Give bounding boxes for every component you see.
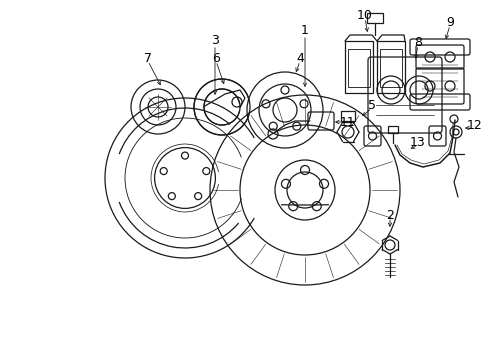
- Bar: [379, 49, 401, 87]
- Text: 13: 13: [409, 135, 425, 149]
- Text: 9: 9: [445, 15, 453, 28]
- Text: 2: 2: [385, 208, 393, 221]
- Text: 11: 11: [340, 116, 355, 129]
- Bar: [347, 49, 369, 87]
- Text: 3: 3: [211, 33, 219, 46]
- Text: 7: 7: [143, 51, 152, 64]
- Text: 1: 1: [301, 23, 308, 36]
- Text: 6: 6: [212, 51, 220, 64]
- Bar: [366, 13, 382, 23]
- Text: 5: 5: [367, 99, 375, 112]
- Text: 12: 12: [466, 118, 482, 131]
- Text: 4: 4: [295, 51, 304, 64]
- Bar: [387, 126, 397, 133]
- Bar: [376, 41, 404, 93]
- Bar: [340, 111, 354, 121]
- Text: 10: 10: [356, 9, 372, 22]
- Bar: [345, 41, 372, 93]
- Text: 8: 8: [413, 36, 421, 49]
